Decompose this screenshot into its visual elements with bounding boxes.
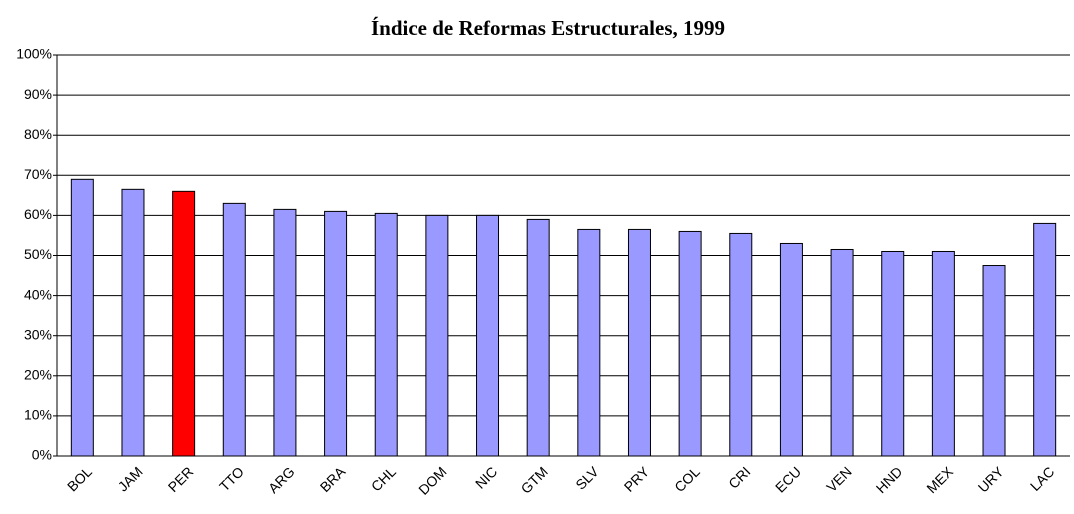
x-tick-label: VEN [823,463,855,495]
x-tick-label: COL [671,463,703,495]
bar [273,208,297,457]
y-tick-label: 50% [24,246,52,262]
bar [324,210,348,457]
x-tick-label: CHL [368,463,399,494]
x-tick-label: BOL [64,463,95,494]
bar [830,248,854,457]
x-tick-label: NIC [472,463,500,491]
y-tick-label: 80% [24,126,52,142]
y-tick-label: 30% [24,326,52,342]
x-tick-label: BRA [317,463,349,495]
bar [374,212,398,457]
y-tick-label: 0% [32,447,52,463]
bar [881,250,905,457]
x-tick-label: PER [165,463,197,495]
bar [627,228,651,457]
bar [1033,222,1057,457]
bar [678,230,702,457]
y-tick-label: 10% [24,407,52,423]
bar [982,265,1006,457]
bar [729,232,753,457]
x-tick-label: JAM [115,463,146,494]
y-tick-label: 40% [24,286,52,302]
y-tick-label: 100% [16,46,52,62]
bar [222,202,246,457]
x-tick-label: URY [975,463,1008,496]
y-tick-label: 90% [24,86,52,102]
x-tick-label: LAC [1027,463,1058,494]
bar [476,214,500,457]
y-tick-label: 70% [24,166,52,182]
bar [425,214,449,457]
x-tick-label: PRY [621,463,653,495]
x-tick-label: TTO [216,463,247,494]
x-tick-label: MEX [923,463,956,496]
bar [931,250,955,457]
bar [779,242,803,457]
bar [577,228,601,457]
x-tick-label: CRI [725,463,753,491]
bar [172,190,196,457]
x-tick-label: GTM [518,463,551,496]
x-tick-label: ECU [772,463,804,495]
x-tick-label: DOM [415,463,449,497]
chart-title: Índice de Reformas Estructurales, 1999 [371,16,725,40]
x-tick-label: SLV [572,463,602,493]
y-tick-label: 20% [24,367,52,383]
x-tick-label: HND [873,463,906,496]
x-tick-label: ARG [265,463,298,496]
bar [121,188,145,457]
bar [70,178,94,457]
y-tick-label: 60% [24,206,52,222]
bar [526,218,550,457]
